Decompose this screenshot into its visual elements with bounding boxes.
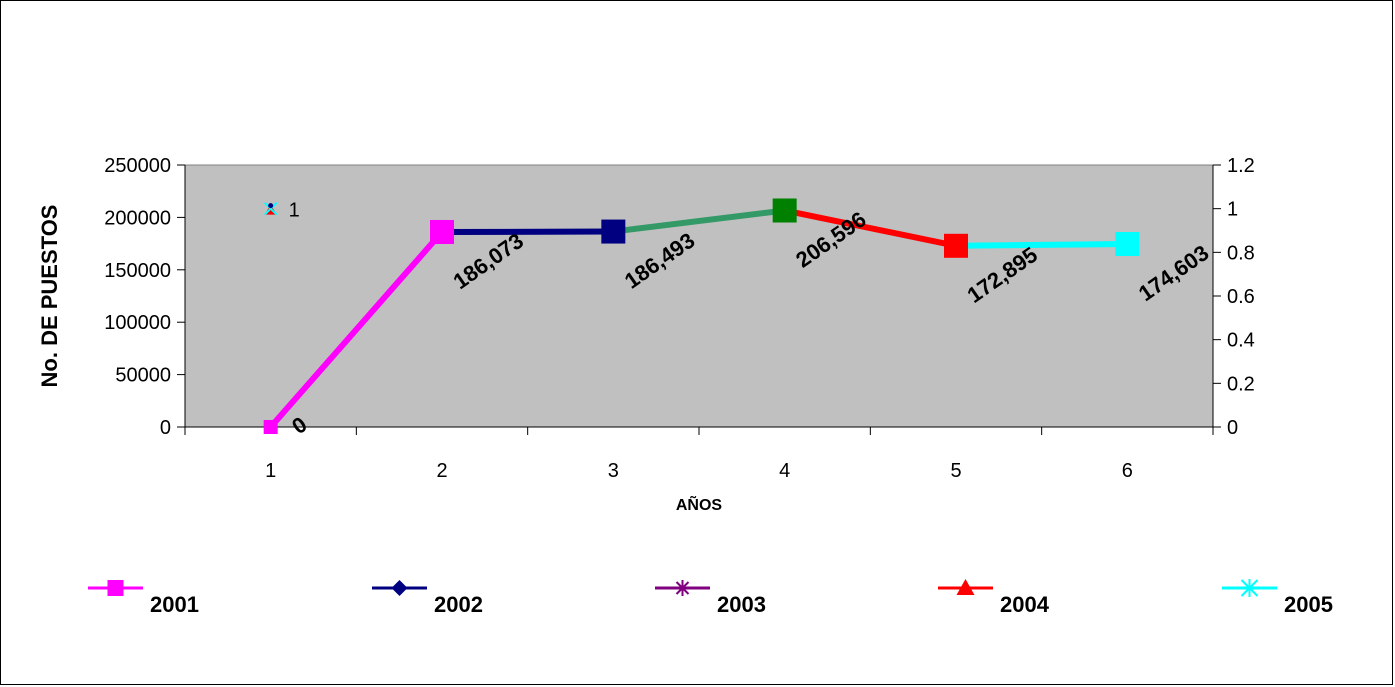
stray-marker-group: 1	[263, 200, 300, 222]
data-point-marker	[772, 198, 797, 223]
y2-tick-label: 0	[1227, 417, 1238, 439]
legend-asterisk-marker	[674, 580, 691, 596]
x-tick-label: 4	[779, 460, 790, 482]
legend-label: 2001	[150, 592, 199, 617]
x-axis-title: AÑOS	[676, 494, 723, 514]
series-lines	[268, 207, 1128, 429]
series-segment	[268, 230, 445, 429]
series-segment	[955, 241, 1128, 249]
stray-diamond-marker	[268, 203, 274, 209]
legend-label: 2004	[1000, 592, 1050, 617]
y-axis-title: No. DE PUESTOS	[37, 205, 62, 388]
legend-diamond-marker	[391, 580, 408, 596]
series-segment	[612, 207, 786, 235]
data-point-marker	[430, 219, 454, 244]
data-point-marker	[944, 233, 968, 258]
stray-marker-label: 1	[289, 200, 300, 222]
x-tick-label: 1	[265, 460, 276, 482]
legend: 2001 2002 2003 2004 2005	[88, 579, 1333, 617]
series-segment	[784, 207, 957, 249]
y-tick-label: 0	[160, 417, 171, 439]
markers	[263, 198, 1140, 434]
y2-tick-label: 0.8	[1227, 242, 1255, 264]
data-point-marker	[601, 219, 626, 244]
data-point-marker	[1115, 232, 1140, 257]
legend-triangle-marker	[956, 579, 975, 595]
legend-asterisk-stroke	[675, 581, 690, 595]
legend-label: 2002	[434, 592, 483, 617]
y-axis: 0 50000 100000 150000 200000 250000	[104, 155, 186, 439]
x-tick-label: 5	[950, 460, 961, 482]
x-tick-label: 3	[608, 460, 619, 482]
y-tick-label: 200000	[104, 207, 171, 229]
y2-tick-label: 1.2	[1227, 155, 1255, 177]
x-tick-label: 2	[436, 460, 447, 482]
stray-x-marker	[263, 201, 278, 216]
y-tick-label: 150000	[104, 260, 171, 282]
data-point-marker	[263, 420, 278, 434]
y-tick-label: 250000	[104, 155, 171, 177]
y2-axis: 0 0.2 0.4 0.6 0.8 1 1.2	[1212, 155, 1255, 439]
y2-tick-label: 0.4	[1227, 330, 1255, 352]
legend-label: 2005	[1284, 592, 1333, 617]
legend-label: 2003	[717, 592, 766, 617]
y2-tick-label: 0.2	[1227, 373, 1255, 395]
legend-x-marker	[1240, 579, 1259, 597]
legend-square-marker	[107, 580, 124, 596]
plot-area	[184, 164, 1214, 428]
x-tick-label: 6	[1122, 460, 1133, 482]
x-axis: 1 2 3 4 5 6	[184, 426, 1214, 482]
y-tick-label: 100000	[104, 312, 171, 334]
y-tick-label: 50000	[115, 365, 171, 387]
y2-tick-label: 0.6	[1227, 286, 1255, 308]
y2-tick-label: 1	[1227, 199, 1238, 221]
